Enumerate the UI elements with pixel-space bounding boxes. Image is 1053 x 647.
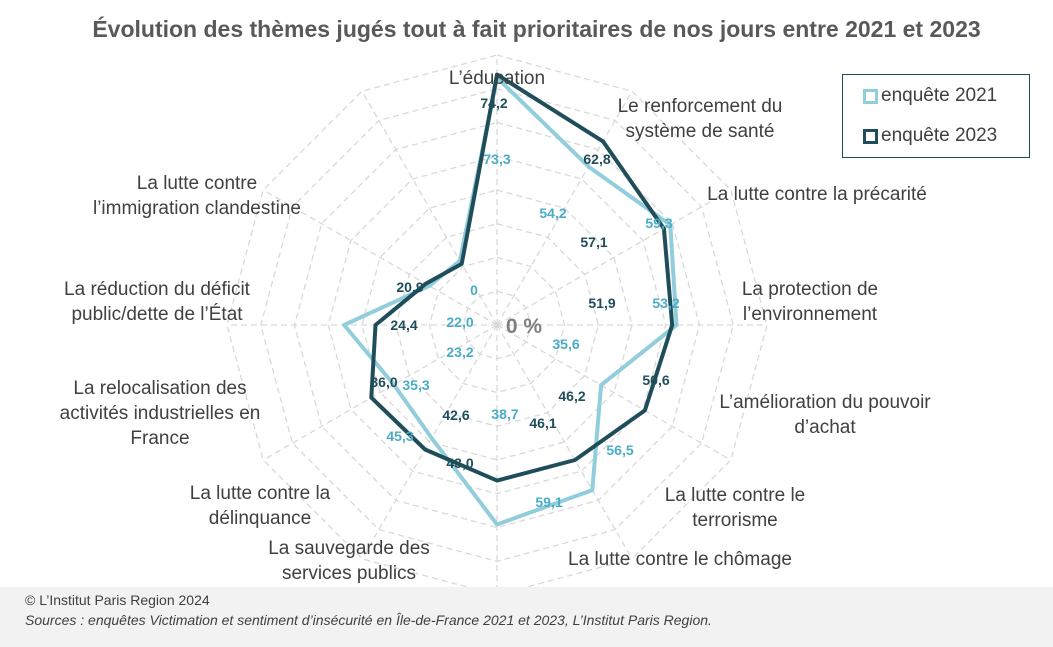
- data-label-2023: 57,1: [580, 234, 607, 250]
- legend-item-2023[interactable]: enquête 2023: [863, 125, 997, 147]
- data-label-2021: 53,2: [652, 295, 679, 311]
- category-label: La protection de l’environnement: [742, 279, 878, 325]
- category-label: La relocalisation des activités industrie…: [60, 378, 261, 449]
- category-label: La sauvegarde des services publics: [268, 538, 430, 584]
- data-label-2021: 45,3: [386, 428, 413, 444]
- grid-ring: [327, 155, 667, 495]
- category-label: La lutte contre la précarité: [707, 184, 927, 205]
- series-line-2023: [369, 72, 675, 483]
- grid-spoke: [262, 324, 498, 461]
- radar-category-labels: L’éducation Le renforcement du système de …: [60, 68, 932, 584]
- series-line-2021: [342, 75, 679, 527]
- data-label-2021: 38,7: [491, 406, 518, 422]
- chart-title: Évolution des thèmes jugés tout à fait p…: [92, 16, 981, 42]
- category-label: La réduction du déficit public/dette de l…: [64, 279, 251, 325]
- grid-spoke: [361, 324, 498, 560]
- grid-spoke: [496, 324, 732, 461]
- data-label-2023: 46,1: [529, 415, 556, 431]
- category-label: La lutte contre la délinquance: [190, 483, 331, 529]
- sources-note: Sources : enquêtes Victimation et sentim…: [25, 612, 712, 628]
- radar-grid: [226, 54, 768, 590]
- grid-spoke: [262, 189, 498, 326]
- data-label-2023: 50,6: [642, 372, 669, 388]
- data-label-2023: 51,9: [588, 295, 615, 311]
- chart-legend: enquête 2021 enquête 2023: [842, 74, 1030, 158]
- legend-swatch-2021: [863, 88, 878, 104]
- legend-item-2021[interactable]: enquête 2021: [863, 85, 997, 107]
- data-label-2023: 62,8: [583, 151, 610, 167]
- data-label-2023: 74,2: [480, 95, 507, 111]
- category-label: La lutte contre le terrorisme: [665, 485, 805, 531]
- legend-label-2021: enquête 2021: [881, 85, 998, 106]
- radar-series: [342, 72, 679, 527]
- data-label-2021: 35,6: [552, 336, 579, 352]
- footer: © L’Institut Paris Region 2024 Sources :…: [0, 587, 1053, 647]
- data-label-2021: 59,3: [645, 215, 672, 231]
- data-label-2021: 56,5: [606, 442, 633, 458]
- grid-ring: [260, 88, 734, 562]
- category-label: La lutte contre l’immigration clandestine: [93, 173, 301, 219]
- data-label-2023: 24,4: [390, 317, 417, 333]
- grid-spoke: [496, 324, 633, 560]
- data-label-2021: 22,0: [446, 314, 473, 330]
- legend-swatch-2023: [863, 128, 878, 144]
- data-label-2021: 54,2: [539, 205, 566, 221]
- data-label-2021: 23,2: [446, 344, 473, 360]
- category-label: Le renforcement du système de santé: [618, 96, 783, 142]
- grid-spoke: [496, 189, 732, 326]
- radar-chart: 73,3 54,2 59,3 53,2 35,6 56,5 59,1 38,7 35,3 45,3…: [60, 54, 932, 590]
- grid-spoke: [361, 90, 498, 326]
- copyright: © L’Institut Paris Region 2024: [25, 592, 210, 608]
- data-label-2021: 73,3: [483, 151, 510, 167]
- center-label: 0 %: [506, 315, 543, 338]
- category-label: La lutte contre le chômage: [568, 549, 792, 570]
- data-label-zero: 0: [470, 282, 478, 298]
- grid-spoke: [496, 90, 633, 326]
- data-label-2023: 43,0: [446, 455, 473, 471]
- category-label: L’amélioration du pouvoir d’achat: [719, 392, 931, 438]
- data-label-2023: 42,6: [442, 407, 469, 423]
- data-label-2023: 36,0: [370, 374, 397, 390]
- radar-value-labels: 73,3 54,2 59,3 53,2 35,6 56,5 59,1 38,7 35,3 45,3…: [370, 95, 679, 510]
- data-label-2021: 59,1: [535, 494, 562, 510]
- category-label: L’éducation: [449, 68, 545, 89]
- legend-label-2023: enquête 2023: [881, 125, 998, 146]
- data-label-2023: 20,9: [396, 279, 423, 295]
- data-label-2023: 46,2: [558, 388, 585, 404]
- data-label-2021: 35,3: [402, 377, 429, 393]
